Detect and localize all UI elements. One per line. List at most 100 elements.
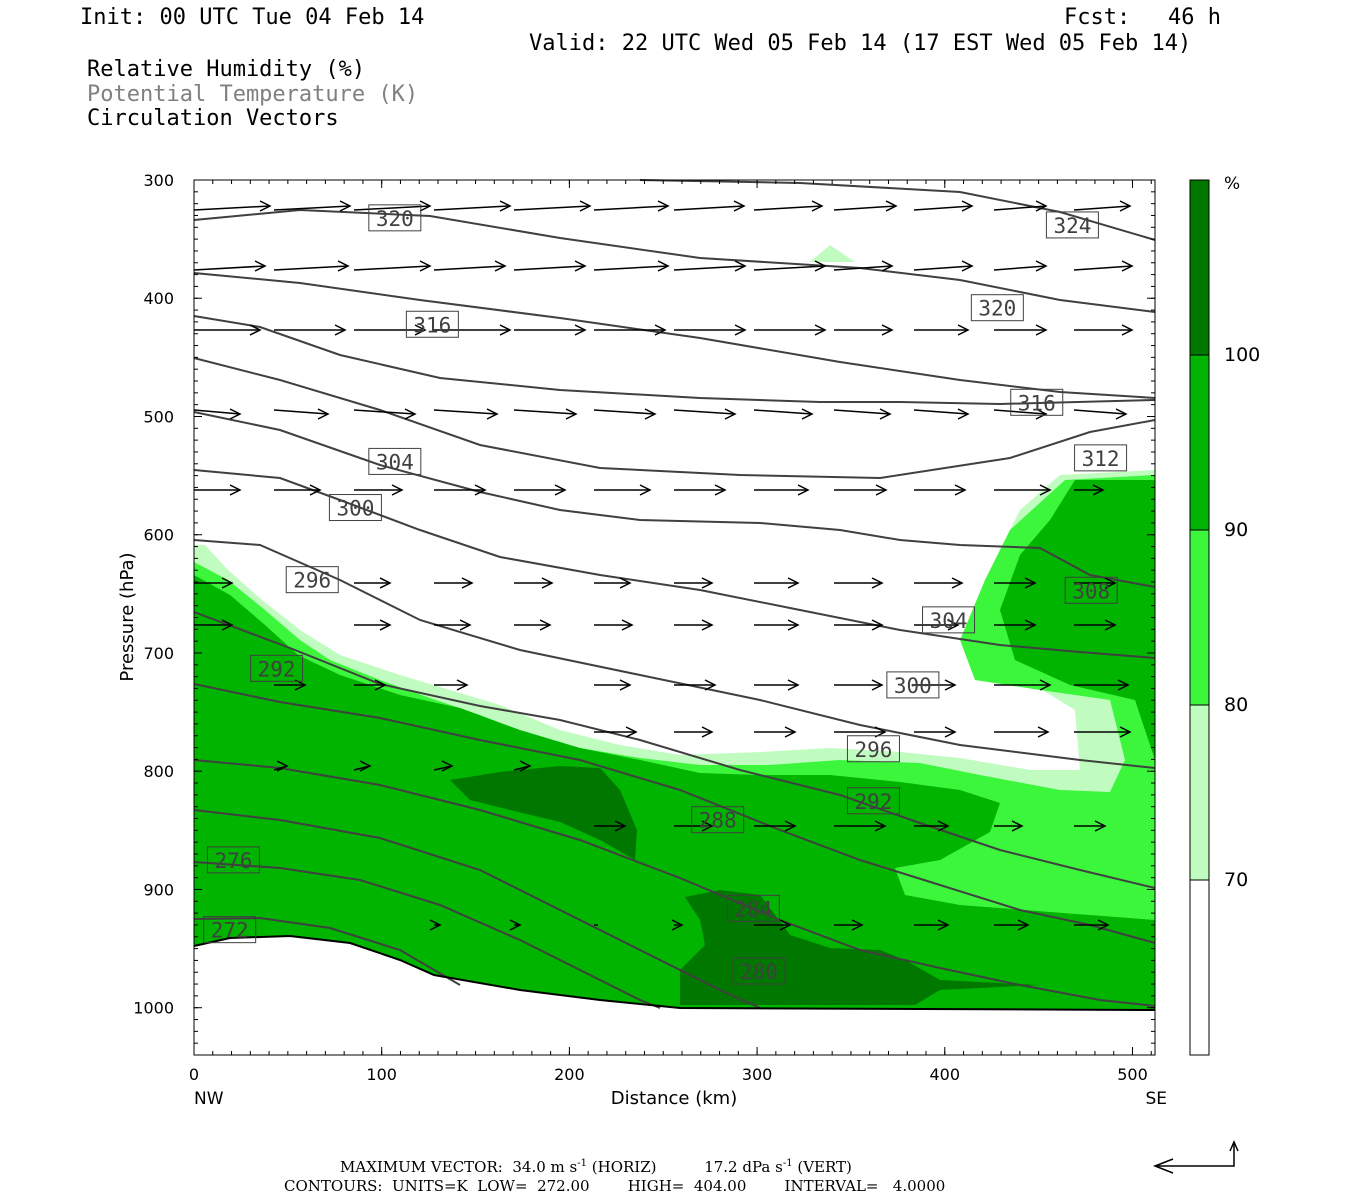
colorbar-label-100: 100 xyxy=(1224,344,1260,366)
theta-label: 304 xyxy=(922,606,976,634)
vector-arrow xyxy=(194,324,262,336)
vector-arrow xyxy=(914,726,957,738)
vector-arrow xyxy=(994,820,1024,832)
vector-shaft xyxy=(353,205,431,211)
vector-arrow xyxy=(594,324,667,336)
vector-arrow xyxy=(514,324,587,336)
vector-arrow xyxy=(914,484,967,496)
vector-arrow xyxy=(193,200,272,212)
vector-head xyxy=(461,577,474,589)
theta-label-box xyxy=(1010,388,1064,416)
vector-head xyxy=(784,820,797,832)
vector-head xyxy=(574,324,587,336)
vector-arrow xyxy=(193,260,267,272)
theta-label-box xyxy=(206,846,260,874)
vector-head xyxy=(787,577,800,589)
vector-arrow xyxy=(353,260,432,272)
colorbar-swatch-70 xyxy=(1189,704,1210,881)
vector-arrow xyxy=(674,484,727,496)
vector-head xyxy=(639,484,652,496)
vector-arrow xyxy=(434,577,474,589)
vector-arrow xyxy=(914,919,950,931)
forecast-hour: 46 h xyxy=(1168,5,1221,30)
endpoint-nw: NW xyxy=(194,1089,224,1109)
vector-shaft xyxy=(1073,205,1131,211)
x-tick-label: 400 xyxy=(930,1065,961,1084)
below-ground-mask xyxy=(194,936,1155,1056)
vector-shaft xyxy=(273,265,349,271)
vector-arrow xyxy=(674,726,714,738)
vector-arrow xyxy=(273,260,350,272)
vector-arrow xyxy=(273,200,352,212)
vector-shaft xyxy=(673,265,746,271)
vector-arrow xyxy=(353,408,417,420)
vector-head xyxy=(574,260,587,272)
theta-label-text: 284 xyxy=(734,897,772,921)
vector-head xyxy=(419,260,432,272)
colorbar-swatch-100 xyxy=(1189,179,1210,356)
colorbar-swatch-80 xyxy=(1189,529,1210,706)
y-tick-label: 1000 xyxy=(133,999,174,1018)
vector-arrow xyxy=(994,679,1052,691)
vector-head xyxy=(1121,324,1134,336)
vector-arrow xyxy=(754,919,792,931)
theta-label-box xyxy=(285,566,339,594)
theta-label-text: 320 xyxy=(376,207,414,231)
vector-arrow xyxy=(594,726,638,738)
vector-arrow xyxy=(914,324,970,336)
vector-head xyxy=(733,200,746,212)
vector-head xyxy=(851,919,864,931)
theta-label: 300 xyxy=(886,671,940,699)
vector-shaft xyxy=(913,265,973,271)
vector-head xyxy=(724,408,737,420)
rh-region xyxy=(680,890,1040,1005)
vector-arrow xyxy=(993,408,1048,420)
theta-label-box xyxy=(250,654,304,682)
vector-head xyxy=(1035,260,1048,272)
vector-shaft xyxy=(1073,409,1127,415)
vector-arrow xyxy=(754,484,810,496)
vector-head xyxy=(404,408,417,420)
vector-arrow xyxy=(834,324,894,336)
theta-labels: 3243203203163163123083043043003002962962… xyxy=(203,204,1128,985)
vector-head xyxy=(565,408,578,420)
vector-arrow xyxy=(674,820,714,832)
field-rh-title: Relative Humidity (%) xyxy=(87,57,366,82)
vector-arrow xyxy=(753,260,827,272)
vector-head xyxy=(379,577,392,589)
vector-arrow xyxy=(834,820,887,832)
vector-shaft xyxy=(593,265,669,271)
endpoint-se: SE xyxy=(1145,1089,1167,1109)
vector-shaft xyxy=(513,205,591,211)
vector-head xyxy=(494,260,507,272)
vector-head xyxy=(339,200,352,212)
theta-label-text: 316 xyxy=(413,313,451,337)
vector-head xyxy=(814,260,827,272)
vector-head xyxy=(1024,619,1037,631)
theta-contour xyxy=(193,208,1156,313)
vector-shaft xyxy=(753,409,813,415)
vector-head xyxy=(1121,260,1134,272)
vector-shaft xyxy=(433,409,498,415)
theta-contour xyxy=(193,916,461,986)
colorbar-label-80: 80 xyxy=(1224,694,1248,716)
vector-head xyxy=(1104,577,1117,589)
theta-label-text: 288 xyxy=(699,809,737,833)
vector-arrow xyxy=(1073,408,1128,420)
theta-label-box xyxy=(1064,576,1118,604)
vector-head xyxy=(871,679,884,691)
vector-head xyxy=(509,919,522,931)
vector-arrow xyxy=(194,577,234,589)
y-tick-label: 500 xyxy=(143,407,174,426)
valid-time: Valid: 22 UTC Wed 05 Feb 14 (17 EST Wed … xyxy=(529,31,1192,56)
rh-shading xyxy=(194,245,1155,1056)
vector-arrow xyxy=(914,577,964,589)
y-tick-label: 300 xyxy=(143,171,174,190)
vector-head xyxy=(954,484,967,496)
vector-arrow xyxy=(594,484,652,496)
vector-shaft xyxy=(993,265,1047,271)
colorbar: % 70 80 90 100 xyxy=(1189,174,1260,1056)
theta-contour xyxy=(193,759,1156,1007)
vector-arrow xyxy=(834,577,884,589)
